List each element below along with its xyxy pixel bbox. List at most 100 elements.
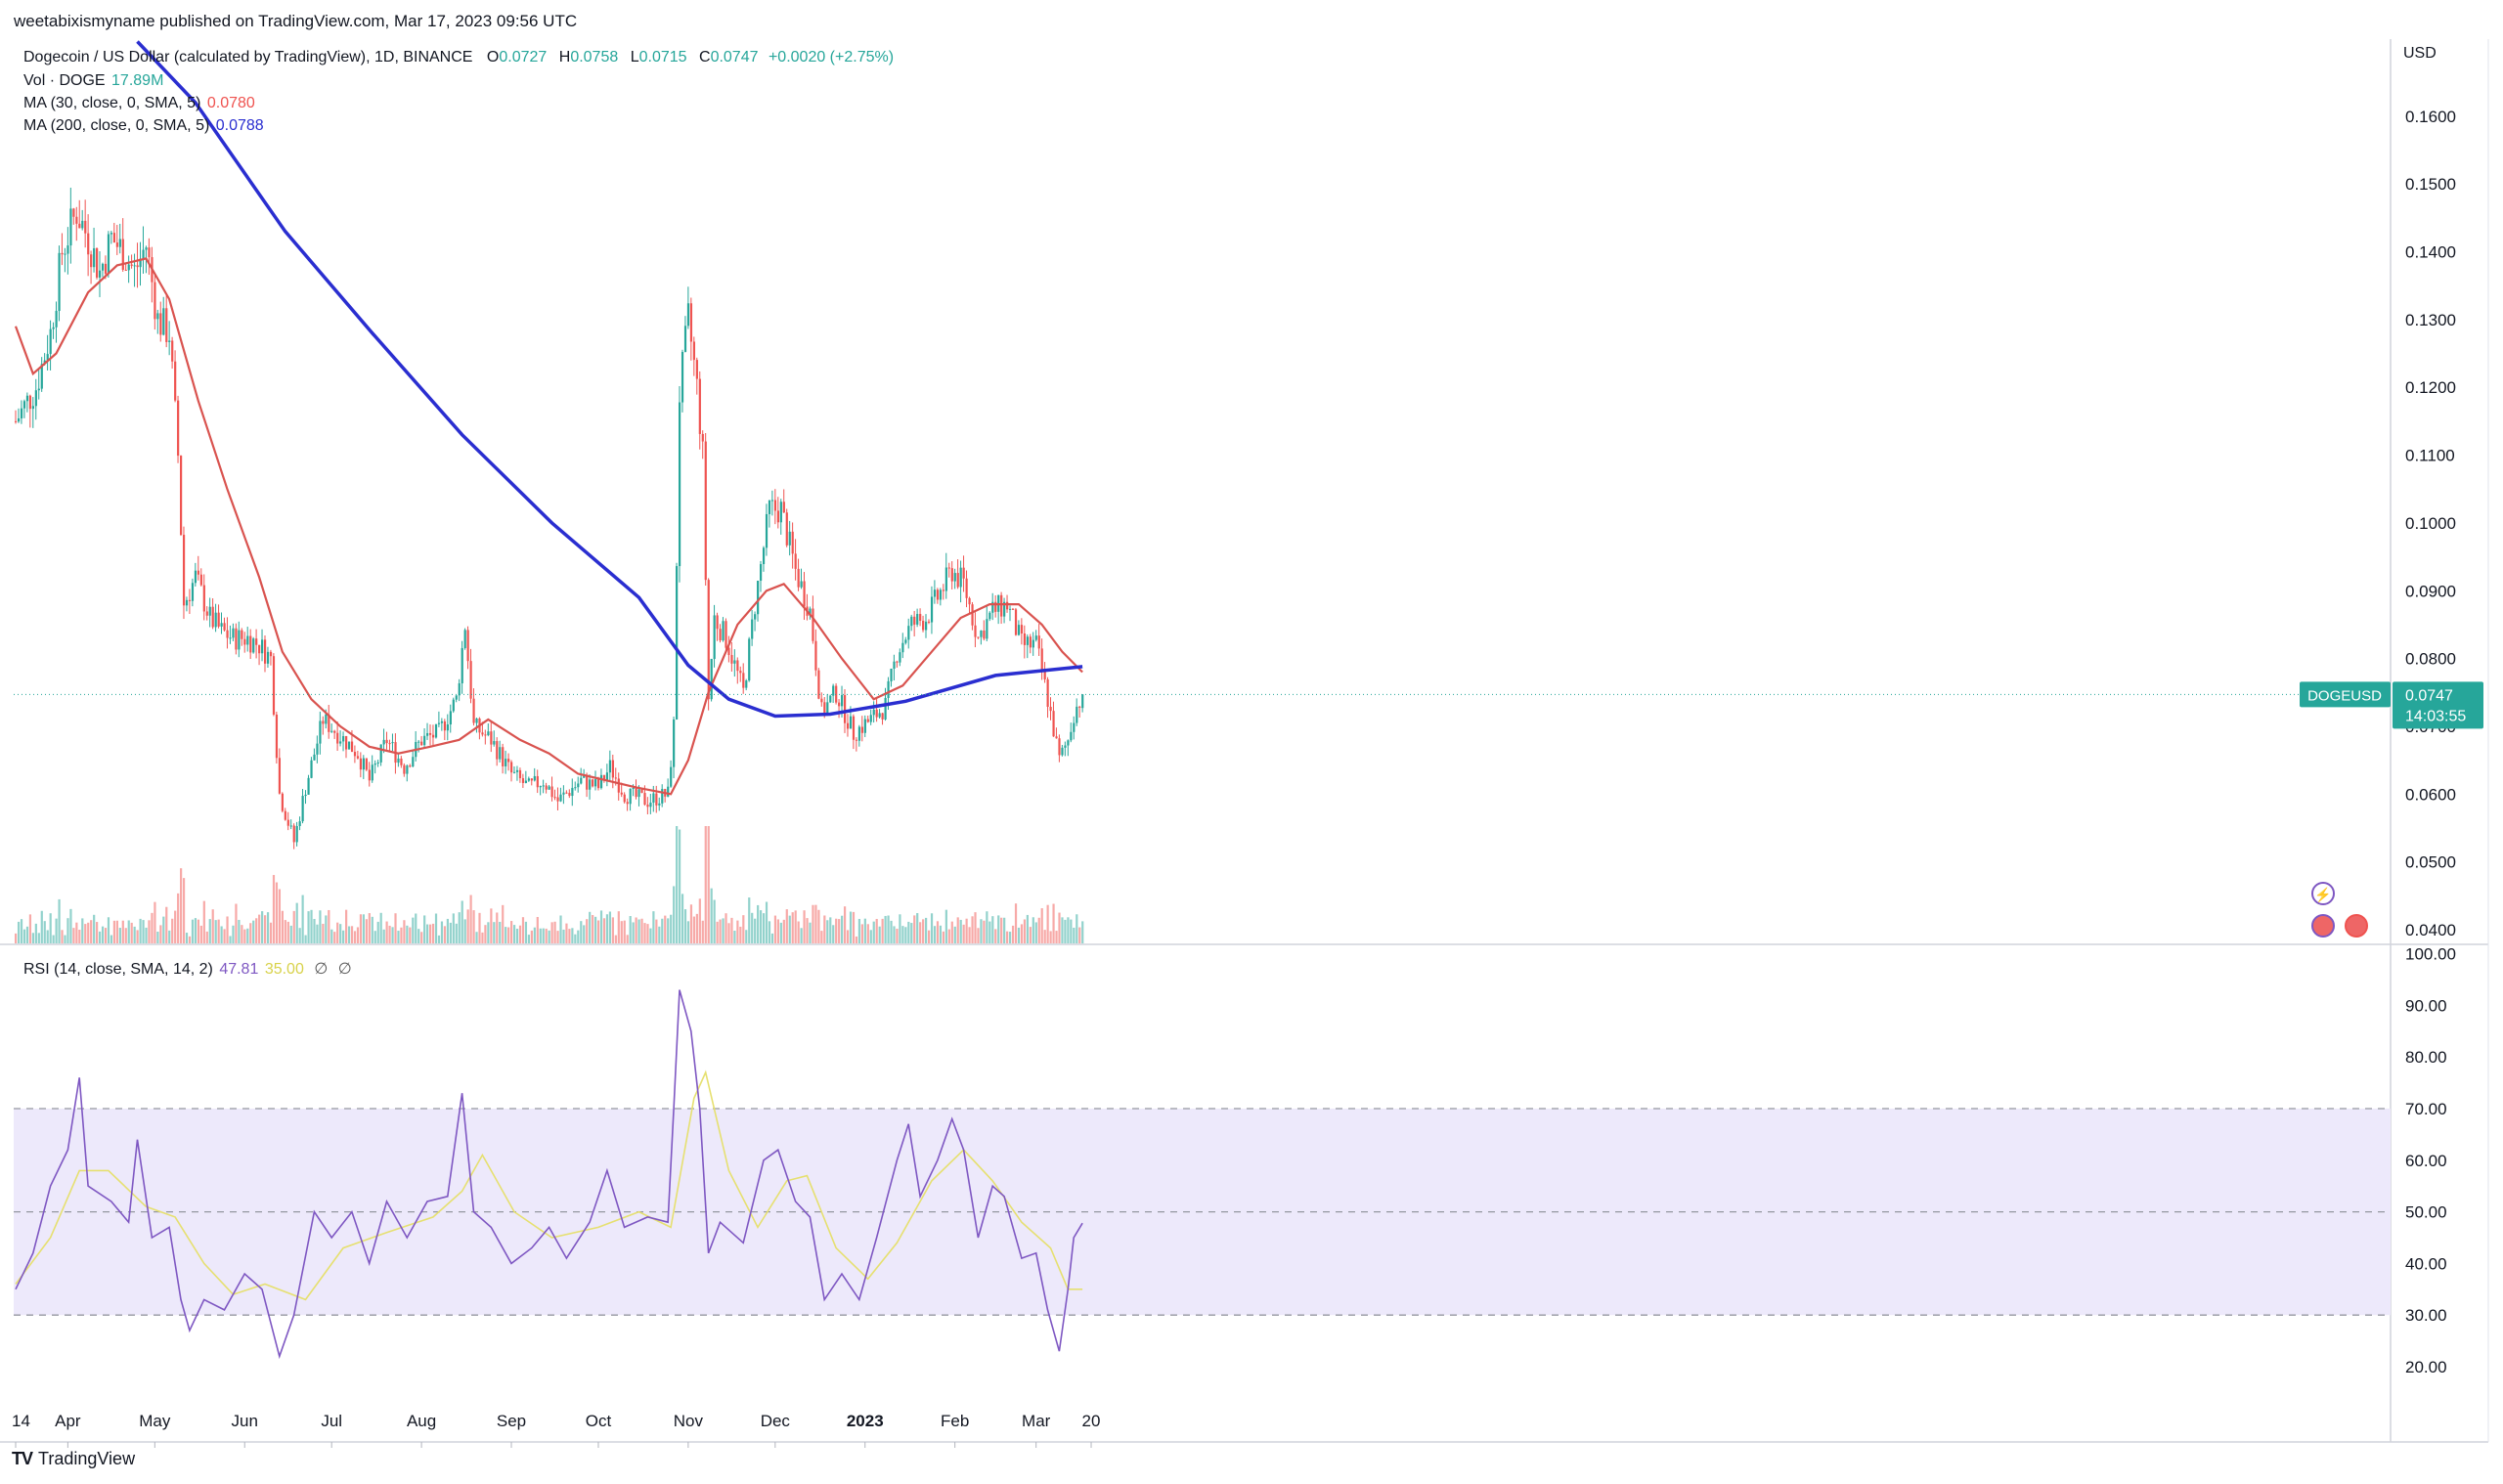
volume-bar <box>953 926 956 943</box>
volume-bar <box>814 904 817 943</box>
candle-body <box>695 360 698 379</box>
volume-bar <box>632 922 635 943</box>
candle-body <box>22 401 26 409</box>
volume-bar <box>823 915 826 943</box>
volume-bar <box>704 826 707 943</box>
candle-body <box>524 780 528 783</box>
candle-body <box>904 639 907 643</box>
candle-body <box>947 567 950 569</box>
volume-bar <box>426 924 429 943</box>
volume-bar <box>1037 917 1040 943</box>
volume-bar <box>229 936 232 943</box>
candle-body <box>716 615 719 630</box>
volume-bar <box>623 920 626 943</box>
hidden-input-icon[interactable]: ∅ <box>314 961 329 978</box>
candle-body <box>431 734 435 738</box>
candle-body <box>933 589 937 597</box>
candle-body <box>637 789 640 798</box>
volume-bar <box>971 916 974 943</box>
volume-bar <box>841 915 844 943</box>
candle-body <box>605 772 609 780</box>
candle-body <box>991 601 994 613</box>
volume-bar <box>446 918 449 943</box>
candle-body <box>475 718 478 723</box>
candle-body <box>168 340 171 342</box>
volume-bar <box>84 924 87 943</box>
candle-body <box>1020 625 1024 634</box>
rsi-line <box>15 989 1083 1360</box>
tradingview-brand[interactable]: TV TradingView <box>12 1449 135 1469</box>
candle-body <box>391 742 394 744</box>
candle-body <box>104 263 108 274</box>
candle-body <box>676 566 679 720</box>
candle-body <box>577 783 580 788</box>
candle-body <box>643 793 646 806</box>
volume-bar <box>93 914 96 943</box>
volume-bar <box>776 919 779 943</box>
volume-bar <box>154 901 156 943</box>
candle-body <box>440 720 444 723</box>
volume-bar <box>269 922 273 943</box>
volume-bar <box>583 925 586 943</box>
candle-body <box>496 741 499 760</box>
volume-bar <box>174 910 177 943</box>
time-tick-label: Apr <box>55 1412 81 1430</box>
candle-body <box>800 581 803 588</box>
candle-body <box>788 531 791 546</box>
volume-bar <box>275 882 279 943</box>
candle-body <box>40 364 43 389</box>
volume-bar <box>812 904 814 943</box>
candle-body <box>412 757 415 767</box>
rsi-tick-label: 50.00 <box>2405 1203 2447 1222</box>
candle-body <box>652 793 655 804</box>
volume-bar <box>545 928 548 943</box>
volume-bar <box>667 918 670 943</box>
legend-close-value: 0.0747 <box>710 49 759 65</box>
volume-bar <box>350 926 354 943</box>
rsi-tick-label: 60.00 <box>2405 1152 2447 1170</box>
time-tick-label: 2023 <box>847 1412 884 1430</box>
volume-bar <box>185 933 189 943</box>
candle-body <box>69 208 72 246</box>
volume-bar <box>602 918 606 943</box>
candle-body <box>202 585 205 612</box>
candle-body <box>916 614 919 625</box>
volume-bar <box>1076 914 1078 943</box>
volume-bar <box>493 922 496 943</box>
candle-body <box>255 638 258 645</box>
candle-body <box>539 786 542 788</box>
candle-body <box>592 779 594 787</box>
volume-bar <box>197 919 199 943</box>
volume-bar <box>440 921 444 943</box>
ma30-line <box>14 257 1083 796</box>
candle-body <box>142 249 145 259</box>
time-tick-label: May <box>139 1412 171 1430</box>
candle-body <box>553 797 556 799</box>
legend-symbol: Dogecoin / US Dollar (calculated by Trad… <box>23 49 473 65</box>
volume-bar <box>434 913 438 943</box>
volume-bar <box>28 914 32 943</box>
rsi-band <box>14 1108 2391 1316</box>
candle-body <box>754 614 757 620</box>
volume-bar <box>686 921 690 943</box>
candle-body <box>962 567 965 579</box>
volume-bar <box>238 919 241 943</box>
candle-body <box>794 553 797 569</box>
volume-bar <box>521 917 525 943</box>
volume-bar <box>768 921 771 943</box>
candle-body <box>823 702 826 715</box>
candle-body <box>1034 635 1037 640</box>
candle-body <box>356 756 360 759</box>
volume-bar <box>965 918 968 943</box>
candle-body <box>458 682 461 696</box>
volume-bar <box>325 915 328 943</box>
candle-body <box>852 716 856 740</box>
candle-body <box>739 671 742 674</box>
candle-body <box>733 660 736 664</box>
volume-bar <box>136 930 139 943</box>
volume-bar <box>415 913 417 943</box>
legend-rsi-row: RSI (14, close, SMA, 14, 2) 47.81 35.00 … <box>23 959 352 979</box>
volume-bar <box>1008 932 1012 943</box>
hidden-input-icon-2[interactable]: ∅ <box>337 961 352 978</box>
